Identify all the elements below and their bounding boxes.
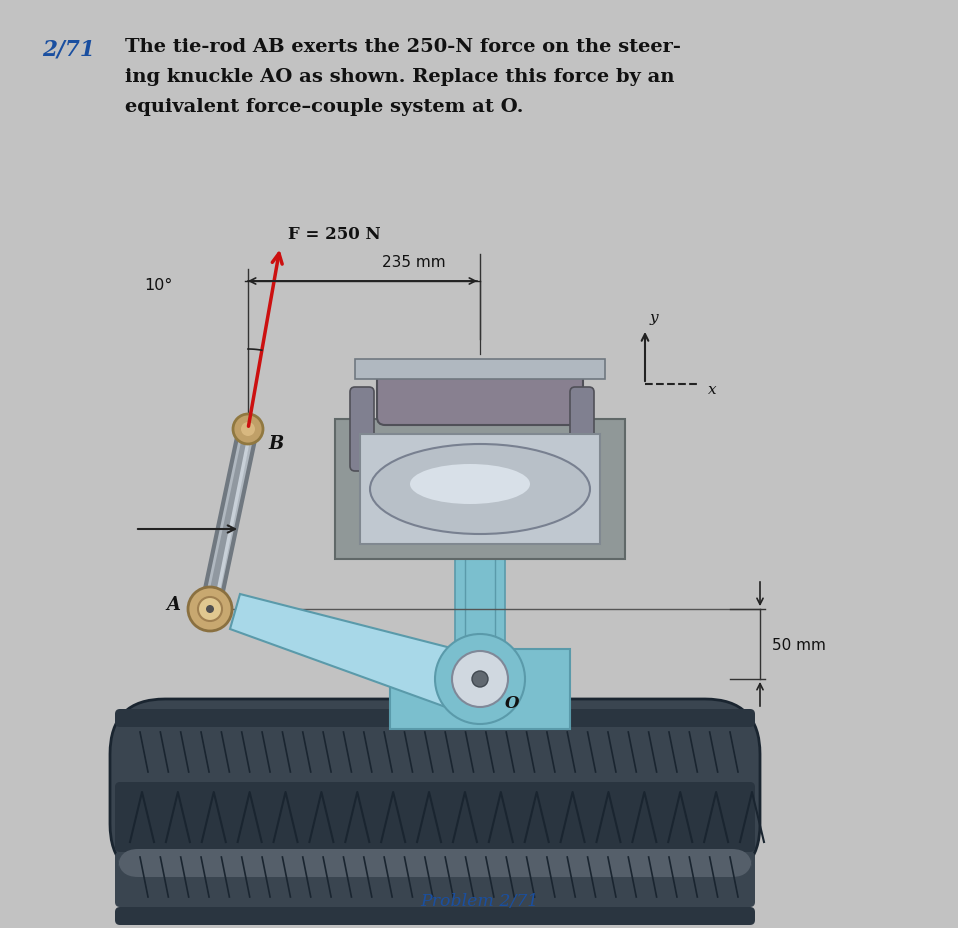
FancyBboxPatch shape bbox=[115, 782, 755, 852]
Text: 50 mm: 50 mm bbox=[772, 637, 826, 651]
Text: 2/71: 2/71 bbox=[42, 38, 95, 60]
Text: equivalent force–couple system at O.: equivalent force–couple system at O. bbox=[125, 97, 523, 116]
Text: A: A bbox=[166, 596, 180, 613]
FancyBboxPatch shape bbox=[115, 709, 755, 728]
FancyBboxPatch shape bbox=[110, 699, 760, 879]
Ellipse shape bbox=[410, 465, 530, 505]
Text: O: O bbox=[505, 694, 519, 711]
Circle shape bbox=[198, 598, 222, 622]
Circle shape bbox=[206, 605, 214, 613]
Bar bbox=[390, 650, 570, 729]
Polygon shape bbox=[230, 594, 465, 715]
Ellipse shape bbox=[370, 445, 590, 535]
Bar bbox=[355, 360, 605, 380]
Text: y: y bbox=[650, 311, 658, 325]
FancyBboxPatch shape bbox=[377, 371, 583, 426]
Circle shape bbox=[188, 587, 232, 631]
FancyBboxPatch shape bbox=[115, 852, 755, 907]
Text: 10°: 10° bbox=[145, 277, 173, 292]
Circle shape bbox=[241, 422, 255, 436]
Text: B: B bbox=[268, 434, 284, 453]
Bar bbox=[455, 449, 505, 650]
Text: ing knuckle AO as shown. Replace this force by an: ing knuckle AO as shown. Replace this fo… bbox=[125, 68, 674, 86]
Circle shape bbox=[435, 635, 525, 724]
FancyBboxPatch shape bbox=[115, 728, 755, 782]
Text: Problem 2/71: Problem 2/71 bbox=[420, 892, 538, 909]
Circle shape bbox=[472, 671, 488, 688]
Text: F = 250 N: F = 250 N bbox=[288, 226, 380, 242]
Bar bbox=[360, 434, 600, 545]
FancyBboxPatch shape bbox=[570, 388, 594, 471]
Text: The tie-rod AB exerts the 250-N force on the steer-: The tie-rod AB exerts the 250-N force on… bbox=[125, 38, 681, 56]
Bar bbox=[335, 419, 625, 560]
Circle shape bbox=[233, 415, 263, 445]
FancyBboxPatch shape bbox=[115, 907, 755, 925]
Text: 235 mm: 235 mm bbox=[382, 254, 446, 270]
Circle shape bbox=[452, 651, 508, 707]
Text: x: x bbox=[708, 382, 717, 396]
FancyBboxPatch shape bbox=[118, 849, 752, 877]
FancyBboxPatch shape bbox=[350, 388, 374, 471]
